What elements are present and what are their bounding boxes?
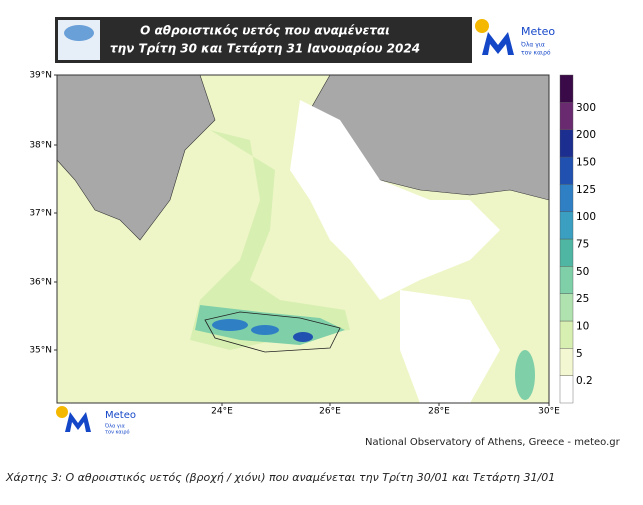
logo-slogan: τον καιρό xyxy=(105,429,130,436)
colorbar-label: 75 xyxy=(576,238,589,250)
lon-label: 30°E xyxy=(538,407,560,417)
lon-label: 24°E xyxy=(211,407,233,417)
colorbar-segment xyxy=(559,266,574,294)
rain-core xyxy=(212,319,248,331)
logo-sun xyxy=(475,19,489,33)
lon-label: 26°E xyxy=(319,407,341,417)
colorbar-label: 0.2 xyxy=(576,375,593,387)
credit: National Observatory of Athens, Greece -… xyxy=(365,437,621,448)
title-line: Ο αθροιστικός υετός που αναμένεται xyxy=(140,24,390,38)
lat-label: 37°N xyxy=(29,209,52,219)
colorbar-label: 150 xyxy=(576,156,596,168)
rain-core xyxy=(293,332,313,342)
colorbar-segment xyxy=(559,184,574,212)
colorbar-label: 200 xyxy=(576,129,596,141)
logo-m xyxy=(65,412,91,432)
land xyxy=(57,75,216,241)
header-box xyxy=(55,17,472,63)
colorbar-segment xyxy=(559,102,574,130)
colorbar-segment xyxy=(559,238,574,267)
colorbar-segment xyxy=(559,375,574,404)
colorbar-label: 50 xyxy=(576,266,589,278)
map xyxy=(56,74,550,404)
colorbar-label: 100 xyxy=(576,211,596,223)
logo-name: Meteo xyxy=(521,25,555,38)
title-line: την Τρίτη 30 και Τετάρτη 31 Ιανουαρίου 2… xyxy=(110,42,420,56)
colorbar-segment xyxy=(559,348,574,376)
dry-area xyxy=(290,100,500,300)
colorbar-segment xyxy=(559,74,574,103)
colorbar-segment xyxy=(559,211,574,240)
logo-slogan: Όλα για xyxy=(520,42,545,49)
lat-label: 35°N xyxy=(29,346,52,356)
lon-label: 28°E xyxy=(428,407,450,417)
logo-m xyxy=(482,32,514,55)
logo-name: Meteo xyxy=(105,410,136,421)
colorbar-segment xyxy=(559,129,574,158)
dry-area xyxy=(400,290,500,403)
colorbar-label: 300 xyxy=(576,102,596,114)
lat-label: 36°N xyxy=(29,278,52,288)
colorbar-label: 10 xyxy=(576,320,589,332)
rain-area xyxy=(190,130,350,350)
colorbar-label: 25 xyxy=(576,293,589,305)
colorbar-segment xyxy=(559,293,574,322)
caption: Χάρτης 3: Ο αθροιστικός υετός (βροχή / χ… xyxy=(5,471,555,484)
logo-sun xyxy=(56,406,68,418)
colorbar-segment xyxy=(559,156,574,185)
map-frame xyxy=(56,74,550,404)
rain-core xyxy=(251,325,279,335)
colorbar-label: 125 xyxy=(576,184,596,196)
crete-coast xyxy=(204,311,341,353)
colorbar-segment xyxy=(559,320,574,349)
logo-slogan: Όλα για xyxy=(104,423,126,430)
lat-label: 38°N xyxy=(29,141,52,151)
rain-area xyxy=(515,350,535,400)
colorbar-label: 5 xyxy=(576,348,583,360)
lat-label: 39°N xyxy=(29,71,52,81)
logo-slogan: τον καιρό xyxy=(521,50,551,57)
cloud-icon xyxy=(64,25,94,41)
